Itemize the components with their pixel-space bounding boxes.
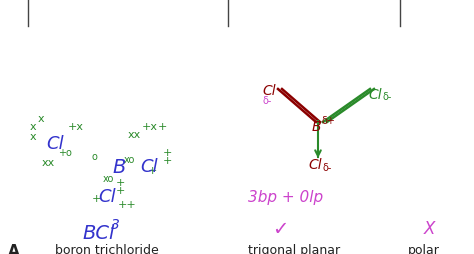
Text: x: x xyxy=(38,114,45,123)
Text: +: + xyxy=(116,177,126,187)
Text: Cl: Cl xyxy=(140,157,158,175)
Text: boron trichloride: boron trichloride xyxy=(55,243,159,254)
Text: xo: xo xyxy=(124,154,136,164)
Text: +: + xyxy=(148,165,157,175)
Text: δ-: δ- xyxy=(263,96,273,106)
Text: ++: ++ xyxy=(118,199,137,209)
Text: xo: xo xyxy=(103,173,114,183)
Text: xx: xx xyxy=(42,157,55,167)
Text: +: + xyxy=(158,121,167,132)
Text: A: A xyxy=(8,243,20,254)
Text: 3: 3 xyxy=(111,217,120,231)
Text: x: x xyxy=(30,132,36,141)
Text: xx: xx xyxy=(128,130,141,139)
Text: BCl: BCl xyxy=(82,223,114,242)
Text: δ+: δ+ xyxy=(322,116,336,125)
Text: +: + xyxy=(92,193,101,203)
Text: δ-: δ- xyxy=(323,162,332,172)
Text: x: x xyxy=(30,121,36,132)
Text: +x: +x xyxy=(68,121,84,132)
Text: X: X xyxy=(424,219,436,237)
Text: trigonal planar: trigonal planar xyxy=(248,243,340,254)
Text: δ-: δ- xyxy=(383,92,392,102)
Text: 3bp + 0lp: 3bp + 0lp xyxy=(248,189,323,204)
Text: Cl: Cl xyxy=(46,134,64,152)
Text: +: + xyxy=(116,185,126,195)
Text: Cl: Cl xyxy=(262,84,275,98)
Text: Cl: Cl xyxy=(308,157,322,171)
Text: o: o xyxy=(92,151,98,161)
Text: B: B xyxy=(312,120,321,133)
Text: Cl: Cl xyxy=(368,88,382,102)
Text: +: + xyxy=(163,147,173,157)
Text: B: B xyxy=(112,157,126,176)
Text: ✓: ✓ xyxy=(272,219,288,238)
Text: +: + xyxy=(163,155,173,165)
Text: Cl: Cl xyxy=(98,187,116,205)
Text: +x: +x xyxy=(142,121,158,132)
Text: polar: polar xyxy=(408,243,440,254)
Text: +o: +o xyxy=(58,147,72,157)
